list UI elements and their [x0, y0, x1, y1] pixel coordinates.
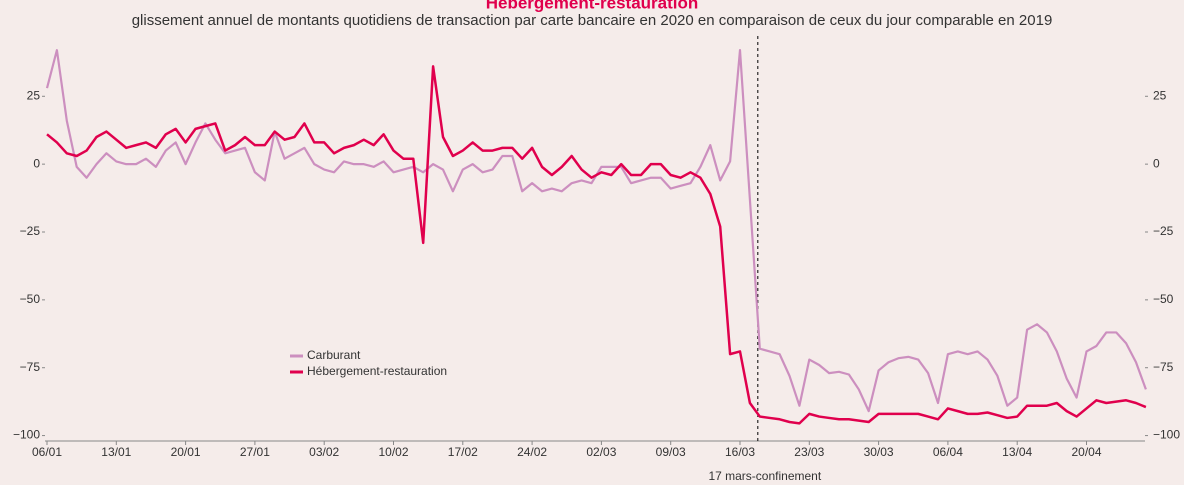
x-tick-label: 17/02: [448, 445, 478, 459]
chart-subtitle: glissement annuel de montants quotidiens…: [132, 12, 1053, 29]
legend-label: Hébergement-restauration: [307, 364, 447, 378]
x-tick-label: 13/01: [101, 445, 131, 459]
y-tick-label: −100: [13, 428, 40, 442]
y-tick-label-right: 0: [1153, 156, 1160, 170]
x-tick-label: 23/03: [794, 445, 824, 459]
x-tick-label: 09/03: [656, 445, 686, 459]
legend-label: Carburant: [307, 348, 361, 362]
x-tick-label: 10/02: [378, 445, 408, 459]
x-tick-label: 13/04: [1002, 445, 1032, 459]
y-tick-label: 0: [33, 156, 40, 170]
y-tick-label: 25: [27, 88, 41, 102]
y-tick-label-right: −25: [1153, 224, 1174, 238]
x-tick-label: 27/01: [240, 445, 270, 459]
annotation: 17 mars-confinement: [708, 469, 821, 483]
x-tick-label: 16/03: [725, 445, 755, 459]
x-tick-label: 30/03: [864, 445, 894, 459]
y-tick-label-right: 25: [1153, 88, 1167, 102]
x-tick-label: 20/04: [1071, 445, 1101, 459]
x-tick-label: 24/02: [517, 445, 547, 459]
y-tick-label: −50: [20, 292, 41, 306]
y-tick-label-right: −50: [1153, 292, 1174, 306]
x-tick-label: 02/03: [586, 445, 616, 459]
y-tick-label-right: −75: [1153, 360, 1174, 374]
x-tick-label: 06/04: [933, 445, 963, 459]
chart-title: Hébergement-restauration: [486, 0, 699, 12]
x-tick-label: 06/01: [32, 445, 62, 459]
x-tick-label: 03/02: [309, 445, 339, 459]
y-tick-label: −75: [20, 360, 41, 374]
line-series: [45, 49, 1147, 413]
y-tick-label: −25: [20, 224, 41, 238]
x-tick-label: 20/01: [171, 445, 201, 459]
line-series: [46, 65, 1147, 425]
y-tick-label-right: −100: [1153, 428, 1180, 442]
